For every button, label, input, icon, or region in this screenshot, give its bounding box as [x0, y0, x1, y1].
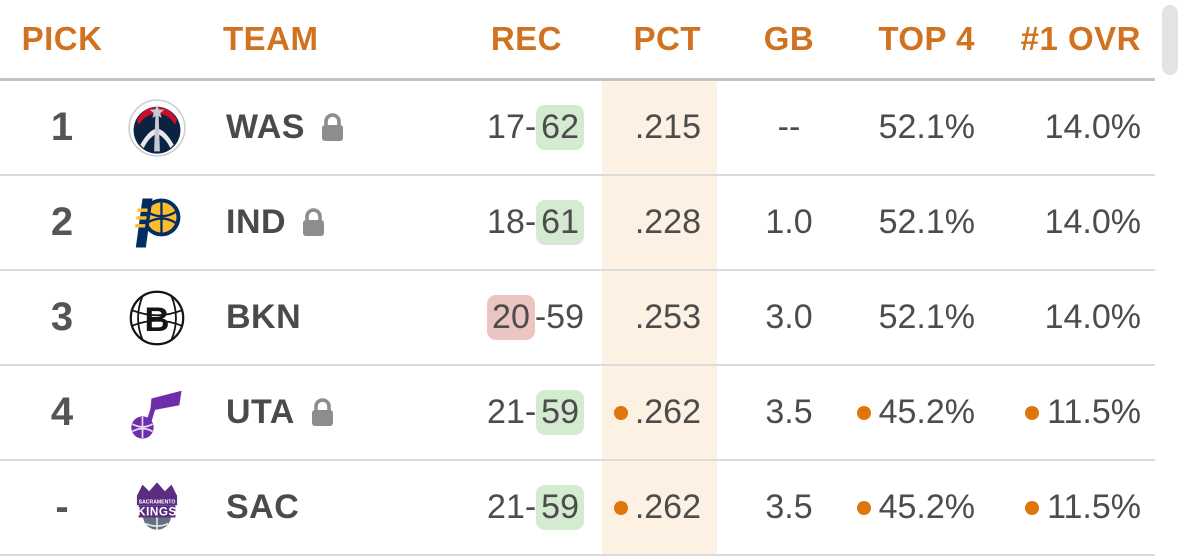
first-overall-odds-cell: 11.5%	[985, 488, 1155, 527]
table-row-ind[interactable]: 2 IND	[0, 176, 1155, 271]
pick-number: 3	[50, 295, 74, 339]
pct-cell: .262	[592, 393, 718, 432]
top4-odds-cell: 45.2%	[856, 488, 985, 527]
column-header-gb[interactable]: GB	[763, 20, 815, 57]
first-overall-odds-cell: 14.0%	[1044, 108, 1141, 146]
record-highlight: 59	[536, 389, 584, 436]
record-highlight: 20	[487, 294, 535, 341]
team-abbreviation: UTA	[226, 393, 295, 431]
table-row-uta[interactable]: 4 UTA 21- 59	[0, 366, 1155, 461]
clinched-dot-icon	[1025, 405, 1040, 420]
nets-logo-letter: B	[145, 300, 170, 338]
top4-odds-cell: 52.1%	[878, 298, 975, 336]
record-highlight: 61	[536, 199, 584, 246]
record-highlight: 59	[536, 484, 584, 531]
gb-cell: 3.5	[765, 393, 813, 431]
first-overall-odds-cell: 11.5%	[985, 393, 1155, 432]
record-cell: 20 -59	[395, 294, 592, 341]
first-overall-odds-cell: 14.0%	[1044, 298, 1141, 336]
team-abbreviation: WAS	[226, 108, 305, 146]
gb-cell: 1.0	[765, 203, 813, 241]
record-cell: 21- 59	[395, 389, 592, 436]
table-row-bkn[interactable]: 3 B BKN 20 -59 .253 3.0 52.1% 14.0%	[0, 271, 1155, 366]
clinched-dot-icon	[1025, 500, 1040, 515]
gb-cell: --	[777, 108, 801, 146]
top4-odds-cell: 52.1%	[878, 108, 975, 146]
pct-cell: .215	[634, 108, 701, 146]
clinched-dot-icon	[613, 405, 628, 420]
column-header-rec[interactable]: REC	[490, 20, 562, 57]
pct-cell: .262	[592, 488, 718, 527]
team-abbreviation: SAC	[226, 488, 300, 526]
top4-odds-cell: 45.2%	[856, 393, 985, 432]
column-header-top4[interactable]: TOP 4	[878, 20, 975, 57]
team-abbreviation: BKN	[226, 298, 302, 336]
gb-cell: 3.5	[765, 488, 813, 526]
washington-wizards-logo-icon	[128, 98, 186, 157]
record-highlight: 62	[536, 104, 584, 151]
table-row-sac[interactable]: - SACRAMENTO KINGS SAC 21- 59 .262	[0, 461, 1155, 556]
record-cell: 18- 61	[395, 199, 592, 246]
pick-number: 4	[50, 390, 74, 434]
first-overall-odds-cell: 14.0%	[1044, 203, 1141, 241]
column-header-pick[interactable]: PICK	[21, 20, 103, 57]
clinched-dot-icon	[856, 405, 871, 420]
record-cell: 17- 62	[395, 104, 592, 151]
column-header-1-ovr[interactable]: #1 OVR	[1020, 20, 1141, 57]
pick-number: 1	[50, 105, 74, 149]
kings-logo-city-text: SACRAMENTO	[139, 499, 176, 505]
pct-cell: .253	[634, 298, 701, 336]
top4-odds-cell: 52.1%	[878, 203, 975, 241]
brooklyn-nets-logo-icon: B	[128, 289, 186, 347]
pick-number: -	[55, 485, 69, 529]
clinched-dot-icon	[856, 500, 871, 515]
clinched-dot-icon	[613, 500, 628, 515]
pick-number: 2	[50, 200, 74, 244]
utah-jazz-logo-icon	[128, 384, 186, 442]
lock-icon	[309, 397, 336, 432]
lock-icon	[300, 207, 327, 242]
team-abbreviation: IND	[226, 203, 287, 241]
lock-icon	[319, 112, 346, 147]
record-cell: 21- 59	[395, 484, 592, 531]
table-row-was[interactable]: 1 WAS	[0, 81, 1155, 176]
vertical-scrollbar-thumb[interactable]	[1162, 5, 1178, 75]
indiana-pacers-logo-icon	[128, 194, 186, 252]
pct-cell: .228	[634, 203, 701, 241]
pct-column-highlight-band	[602, 81, 717, 554]
gb-cell: 3.0	[765, 298, 813, 336]
sacramento-kings-logo-icon: SACRAMENTO KINGS	[128, 479, 186, 537]
kings-logo-name-text: KINGS	[137, 505, 177, 518]
column-header-pct[interactable]: PCT	[633, 20, 701, 57]
table-header-row: PICK TEAM REC PCT GB TOP 4 #1 OVR	[0, 0, 1155, 81]
column-header-team[interactable]: TEAM	[223, 20, 319, 57]
